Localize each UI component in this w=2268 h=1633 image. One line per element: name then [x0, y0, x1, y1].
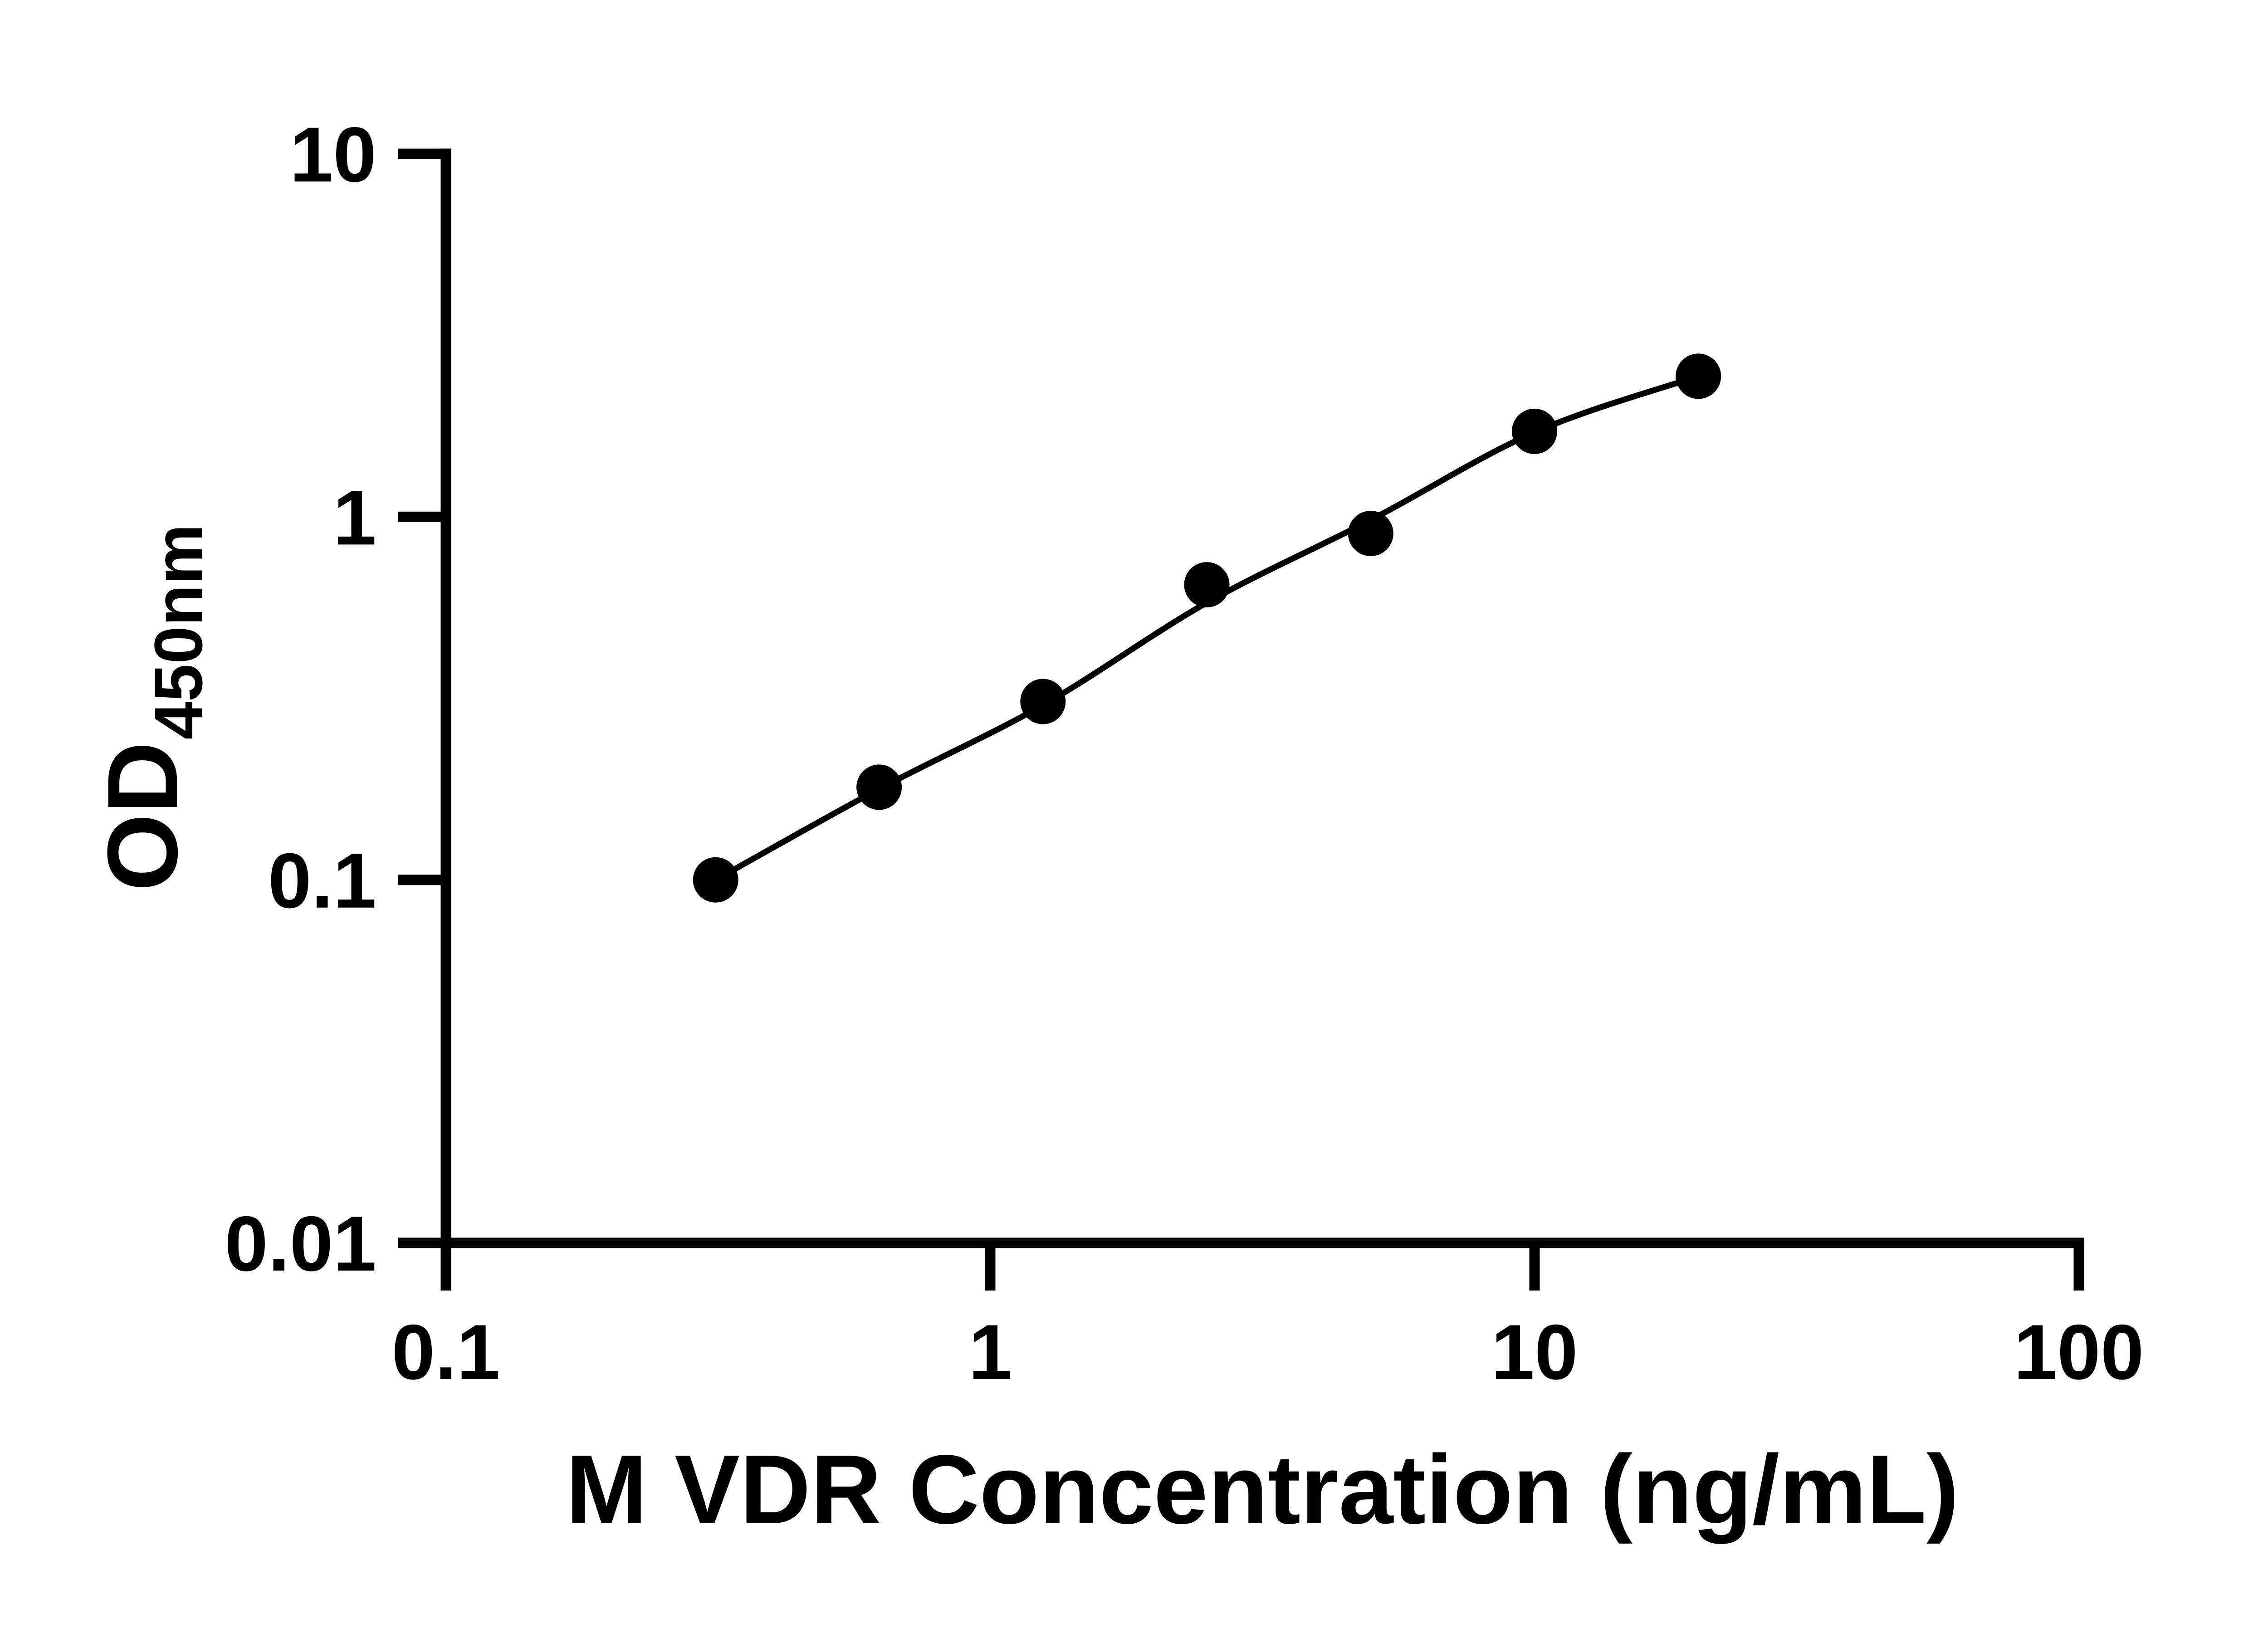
plot-area — [693, 353, 1721, 903]
data-point-1 — [693, 857, 738, 903]
y-axis-ticks — [398, 148, 446, 1248]
x-axis-tick-labels: 0.1 1 10 100 — [391, 1309, 2144, 1396]
y-axis-tick-labels: 10 1 0.1 0.01 — [225, 111, 376, 1287]
x-tick-label-10: 10 — [1491, 1309, 1578, 1396]
y-tick-label-0.1: 0.1 — [268, 837, 376, 924]
data-point-5 — [1348, 511, 1393, 556]
y-axis-title: OD 450nm — [87, 524, 216, 891]
data-point-6 — [1512, 408, 1557, 454]
x-tick-label-0.1: 0.1 — [391, 1309, 500, 1396]
data-point-3 — [1020, 679, 1066, 724]
x-axis-ticks — [440, 1243, 2084, 1291]
y-tick-label-10: 10 — [290, 111, 376, 198]
data-point-2 — [856, 764, 902, 810]
x-axis-title: M VDR Concentration (ng/mL) — [566, 1434, 1959, 1544]
y-axis-title-subscript: 450nm — [140, 524, 216, 739]
data-points — [693, 353, 1721, 903]
data-point-7 — [1676, 353, 1721, 399]
fit-curve — [714, 373, 1700, 883]
x-tick-label-100: 100 — [2014, 1309, 2144, 1396]
axes — [398, 148, 2084, 1291]
x-tick-label-1: 1 — [968, 1309, 1012, 1396]
y-axis-title-main: OD — [87, 742, 198, 891]
y-tick-label-1: 1 — [333, 474, 376, 561]
data-point-4 — [1184, 562, 1230, 608]
y-tick-label-0.01: 0.01 — [225, 1200, 376, 1287]
